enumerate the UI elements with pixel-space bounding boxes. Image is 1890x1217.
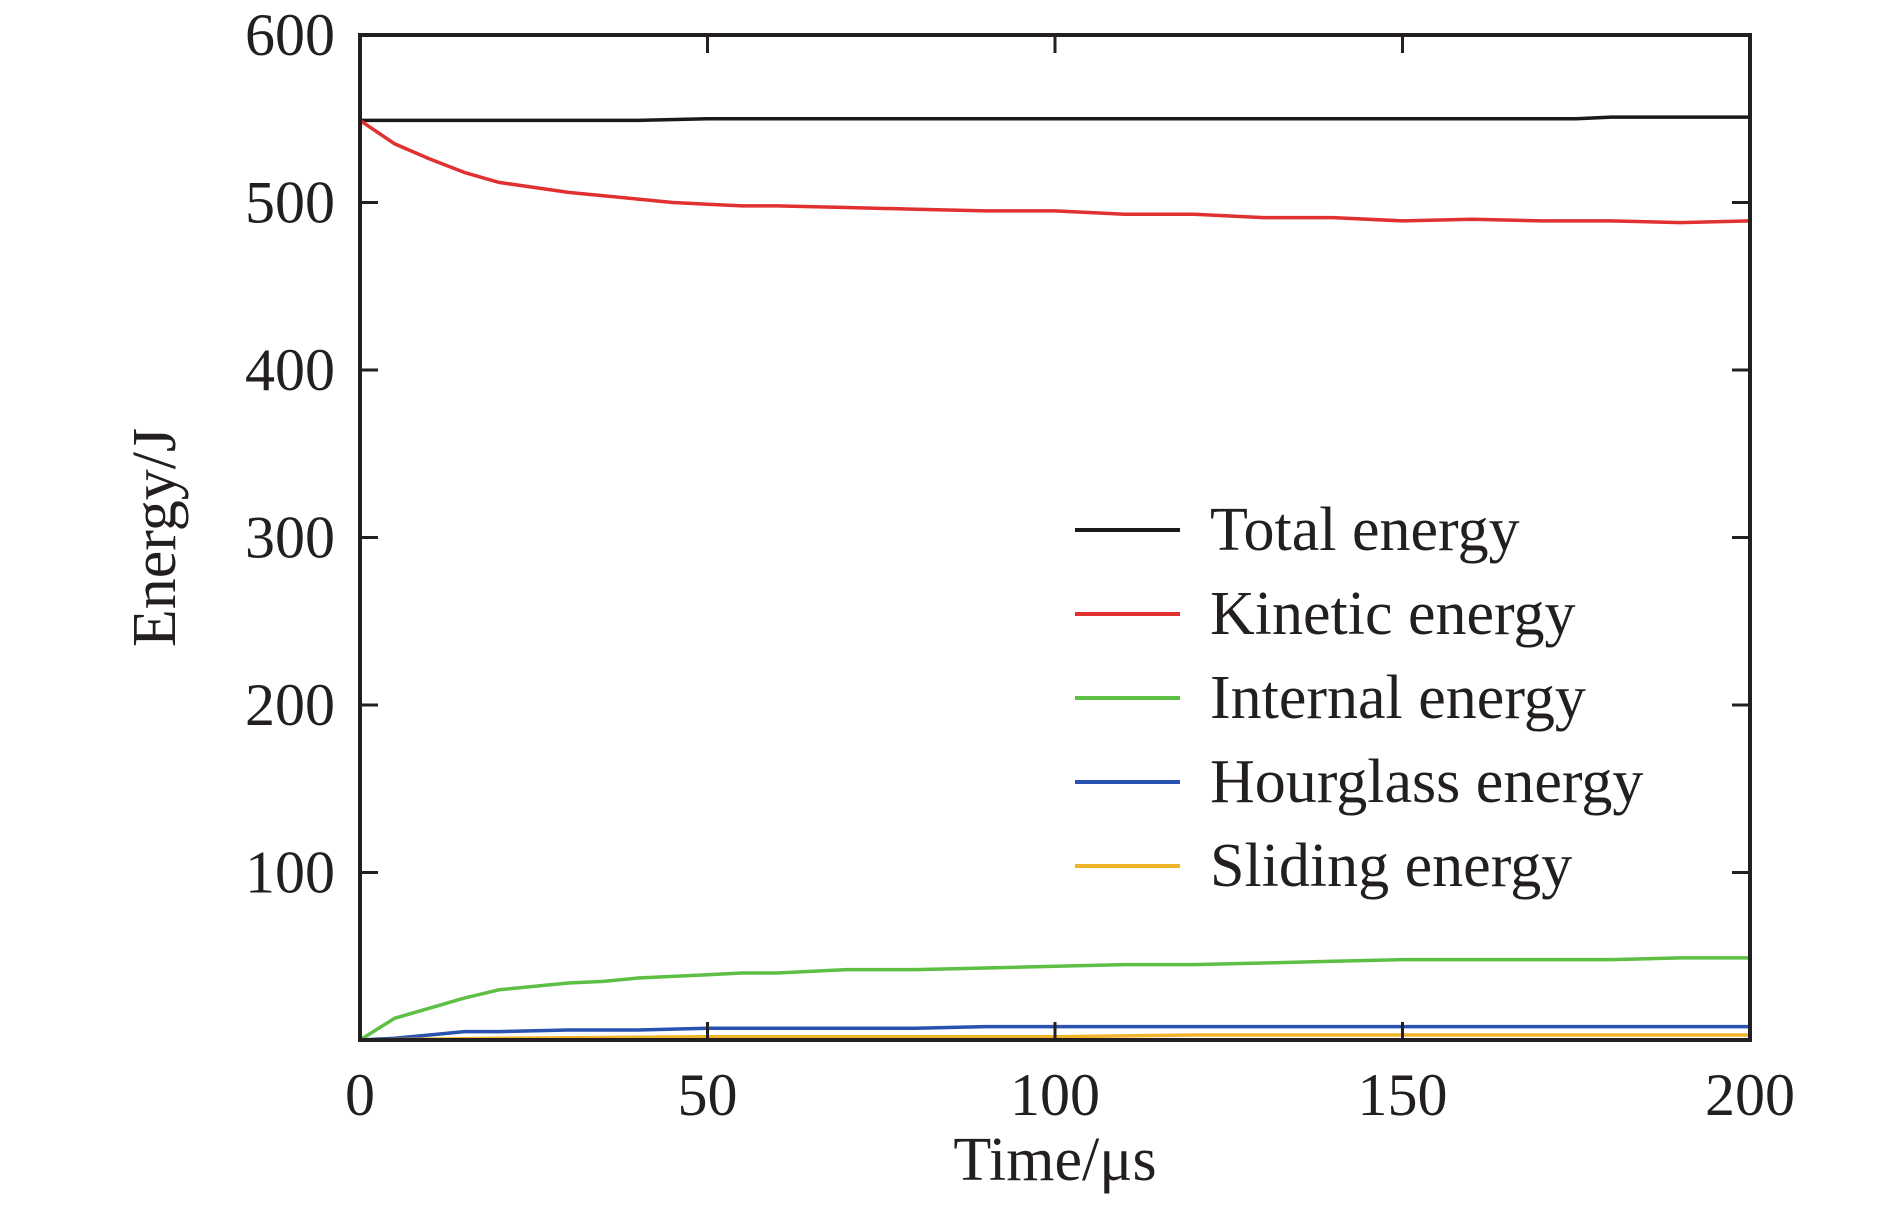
legend-label: Sliding energy [1210, 832, 1572, 900]
legend: Total energy Kinetic energy Internal energ… [1075, 496, 1643, 900]
x-tick-label: 200 [1705, 1062, 1795, 1128]
series-lines [359, 115, 1751, 1042]
series-line-internal-energy [359, 956, 1750, 1042]
x-axis-label: Time/μs [953, 1126, 1156, 1194]
x-tick-label: 100 [1010, 1062, 1100, 1128]
x-tick-label: 0 [345, 1062, 375, 1128]
y-tick-label: 400 [245, 337, 335, 403]
y-axis-label: Energy/J [121, 428, 189, 647]
legend-label: Total energy [1210, 496, 1520, 564]
axis-ticks: 0 50 100 150 200 100 200 300 400 500 600 [245, 2, 1795, 1128]
y-tick-label: 600 [245, 2, 335, 68]
y-tick-label: 100 [245, 840, 335, 906]
series-line-total-energy [360, 115, 1750, 123]
y-tick-label: 500 [245, 170, 335, 236]
x-tick-label: 50 [678, 1062, 738, 1128]
y-tick-label: 200 [245, 672, 335, 738]
legend-label: Hourglass energy [1210, 748, 1643, 816]
legend-label: Internal energy [1210, 664, 1586, 732]
y-tick-label: 300 [245, 505, 335, 571]
series-line-kinetic-energy [359, 118, 1751, 225]
legend-label: Kinetic energy [1210, 580, 1576, 648]
x-tick-label: 150 [1358, 1062, 1448, 1128]
